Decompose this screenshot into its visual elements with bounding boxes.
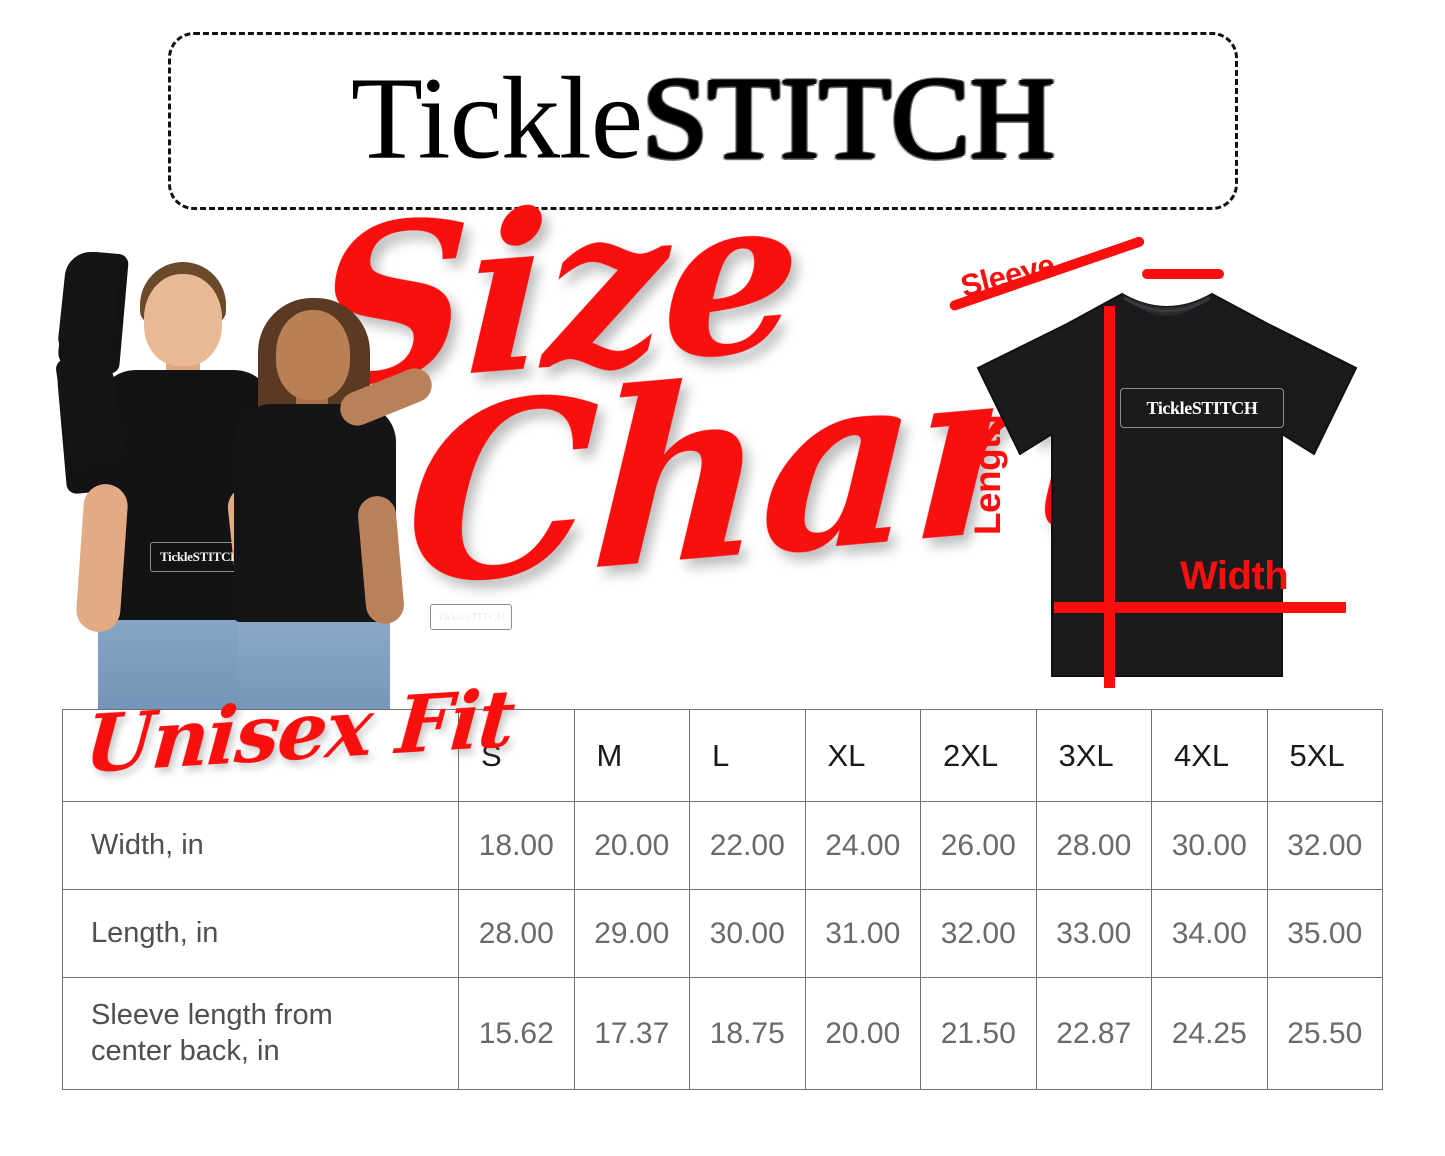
length-measure-line	[1104, 306, 1115, 688]
cell-length-s: 28.00	[458, 889, 575, 978]
cell-length-xl: 31.00	[804, 889, 921, 978]
cell-length-l: 30.00	[689, 889, 806, 978]
cell-width-2xl: 26.00	[920, 801, 1037, 890]
table-row: Sleeve length from center back, in 15.62 …	[62, 977, 1383, 1090]
header-size-m: M	[573, 709, 690, 802]
logo-suffix: STITCH	[642, 52, 1056, 184]
cell-length-m: 29.00	[573, 889, 690, 978]
tshirt-shape-icon	[976, 292, 1358, 677]
cell-sleeve-5xl: 25.50	[1266, 977, 1383, 1090]
row-label-width: Width, in	[62, 801, 459, 890]
header-size-xl: XL	[804, 709, 921, 802]
sleeve-measure-line-flat	[1142, 269, 1224, 279]
logo-prefix: Tickle	[350, 52, 643, 184]
female-shoulder-left	[56, 249, 122, 359]
cell-length-4xl: 34.00	[1151, 889, 1268, 978]
female-jeans	[238, 608, 390, 716]
cell-length-3xl: 33.00	[1035, 889, 1152, 978]
row-label-sleeve-line1: Sleeve length from	[91, 998, 333, 1031]
width-measure-line	[1054, 602, 1346, 613]
cell-width-xl: 24.00	[804, 801, 921, 890]
brand-logo-text: TickleSTITCH	[171, 59, 1235, 178]
row-label-sleeve: Sleeve length from center back, in	[62, 977, 459, 1090]
tshirt-measurement-diagram: TickleSTITCH Sleeve Length Width	[948, 235, 1382, 688]
header-size-3xl: 3XL	[1035, 709, 1152, 802]
cell-sleeve-xl: 20.00	[804, 977, 921, 1090]
cell-width-m: 20.00	[573, 801, 690, 890]
cell-width-3xl: 28.00	[1035, 801, 1152, 890]
row-label-sleeve-line2: center back, in	[91, 1034, 280, 1067]
models-photo: TickleSTITCH TickleSTITCH	[54, 249, 512, 716]
unisex-fit-label: Unisex Fit	[81, 671, 517, 792]
header-row: Unisex Fit S M L XL 2XL 3XL 4XL 5XL	[62, 672, 1383, 802]
brand-logo-box: TickleSTITCH	[168, 32, 1238, 210]
cell-sleeve-s: 15.62	[458, 977, 575, 1090]
female-head	[276, 310, 350, 400]
cell-sleeve-2xl: 21.50	[920, 977, 1037, 1090]
cell-length-5xl: 35.00	[1266, 889, 1383, 978]
model-female: TickleSTITCH	[54, 249, 512, 716]
header-size-2xl: 2XL	[920, 709, 1037, 802]
width-label: Width	[1180, 554, 1289, 598]
header-fit-cell: Unisex Fit	[62, 672, 517, 802]
header-size-4xl: 4XL	[1151, 709, 1268, 802]
cell-sleeve-l: 18.75	[689, 977, 806, 1090]
male-head	[144, 274, 222, 366]
cell-sleeve-m: 17.37	[573, 977, 690, 1090]
table-header: Unisex Fit S M L XL 2XL 3XL 4XL 5XL	[62, 672, 1383, 802]
table-row: Width, in 18.00 20.00 22.00 24.00 26.00 …	[62, 801, 1383, 890]
female-shirt-label: TickleSTITCH	[430, 604, 512, 630]
header-size-l: L	[689, 709, 806, 802]
cell-width-5xl: 32.00	[1266, 801, 1383, 890]
cell-width-s: 18.00	[458, 801, 575, 890]
table-body: Width, in 18.00 20.00 22.00 24.00 26.00 …	[62, 801, 1383, 1090]
tshirt-chest-label: TickleSTITCH	[1120, 388, 1284, 428]
header-size-s: S	[458, 709, 575, 802]
row-label-length: Length, in	[62, 889, 459, 978]
header-size-5xl: 5XL	[1266, 709, 1383, 802]
table-row: Length, in 28.00 29.00 30.00 31.00 32.00…	[62, 889, 1383, 978]
cell-sleeve-3xl: 22.87	[1035, 977, 1152, 1090]
size-chart-table: Unisex Fit S M L XL 2XL 3XL 4XL 5XL Widt…	[62, 672, 1383, 1090]
cell-length-2xl: 32.00	[920, 889, 1037, 978]
cell-width-4xl: 30.00	[1151, 801, 1268, 890]
length-label: Length	[967, 414, 1009, 536]
cell-sleeve-4xl: 24.25	[1151, 977, 1268, 1090]
cell-width-l: 22.00	[689, 801, 806, 890]
female-shoulder-right	[54, 352, 126, 468]
